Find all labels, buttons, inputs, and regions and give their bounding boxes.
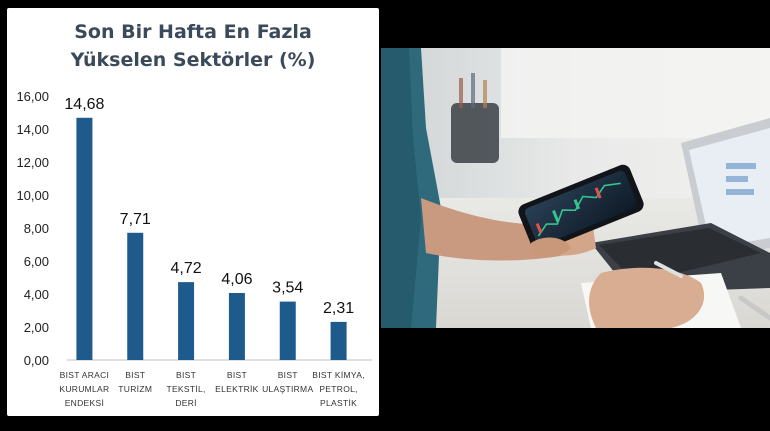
bar — [228, 293, 245, 360]
y-tick-label: 2,00 — [24, 320, 49, 335]
data-label: 4,72 — [171, 260, 202, 277]
data-label: 14,68 — [64, 96, 104, 113]
x-tick-label: ENDEKSİ — [65, 398, 104, 408]
y-tick-label: 6,00 — [24, 254, 49, 269]
x-tick-label: BIST — [227, 370, 247, 380]
data-label: 2,31 — [323, 300, 354, 317]
x-tick-label: BIST — [125, 370, 145, 380]
bar-chart: 0,00 2,00 4,00 6,00 8,00 10,00 12,00 14,00 16,00… — [16, 89, 372, 408]
y-tick-label: 0,00 — [24, 353, 49, 368]
x-tick-label: PLASTİK — [320, 398, 357, 408]
y-tick-label: 16,00 — [16, 89, 49, 104]
phone-trading-photo-illustration — [381, 48, 770, 328]
x-tick-label: TURİZM — [118, 384, 152, 394]
bar — [127, 232, 144, 360]
x-tick-label: KURUMLAR — [59, 384, 109, 394]
chart-title: Son Bir Hafta En Fazla Yükselen Sektörle… — [7, 18, 379, 74]
x-tick-label: BIST — [278, 370, 298, 380]
x-tick-label: ELEKTRİK — [215, 384, 259, 394]
x-tick-label: BIST ARACI — [60, 370, 110, 380]
data-label: 3,54 — [272, 280, 303, 297]
y-tick-label: 12,00 — [16, 155, 49, 170]
y-tick-label: 8,00 — [24, 221, 49, 236]
data-label: 7,71 — [120, 211, 151, 228]
x-tick-label: PETROL, — [319, 384, 357, 394]
y-tick-label: 10,00 — [16, 188, 49, 203]
y-tick-label: 4,00 — [24, 287, 49, 302]
chart-title-line-1: Son Bir Hafta En Fazla — [74, 21, 312, 43]
data-label: 4,06 — [221, 271, 252, 288]
chart-title-line-2: Yükselen Sektörler (%) — [70, 49, 316, 71]
bar — [76, 117, 93, 360]
y-tick-label: 14,00 — [16, 122, 49, 137]
x-tick-label: BIST — [176, 370, 196, 380]
bar — [330, 321, 347, 360]
x-tick-label: DERİ — [175, 398, 197, 408]
stock-photo — [381, 48, 770, 328]
x-tick-label: BIST KİMYA, — [312, 370, 365, 380]
chart-panel: Son Bir Hafta En Fazla Yükselen Sektörle… — [7, 8, 379, 416]
bar — [279, 301, 296, 360]
x-tick-label: ULAŞTIRMA — [262, 384, 313, 394]
bar — [178, 282, 195, 360]
x-tick-label: TEKSTİL, — [166, 384, 205, 394]
